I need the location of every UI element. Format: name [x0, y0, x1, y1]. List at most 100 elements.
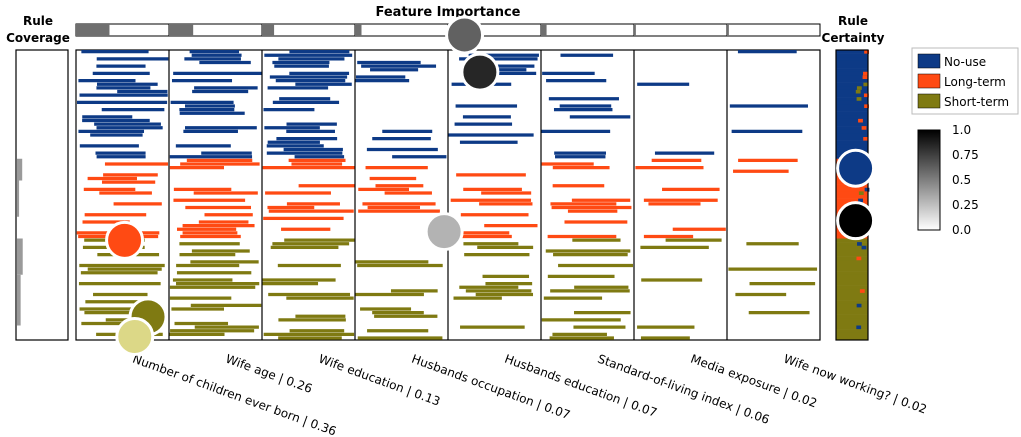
rule-segment [176, 263, 240, 268]
rule-segment [365, 166, 428, 170]
rule-segment [274, 64, 329, 68]
highlight-marker [460, 52, 500, 92]
rule-segment [275, 79, 346, 83]
rule-segment [360, 307, 412, 311]
rule-segment [462, 115, 511, 119]
rule-segment [262, 278, 336, 282]
rule-segment [559, 104, 612, 108]
certainty-cell [836, 329, 868, 334]
rule-segment [277, 263, 341, 268]
rule-segment [453, 296, 502, 300]
rule-segment [555, 155, 606, 159]
rule-segment [541, 318, 621, 322]
rule-segment [640, 336, 690, 340]
rule-segment [284, 238, 355, 242]
rule-segment [571, 198, 631, 202]
rule-segment [81, 321, 153, 326]
certainty-cell [836, 144, 868, 149]
rule-segment [84, 311, 160, 315]
rule-segment [573, 325, 626, 329]
certainty-cell [836, 325, 868, 330]
colorbar-gradient [917, 129, 941, 231]
certainty-cell [863, 71, 868, 76]
rule-segment [550, 202, 617, 206]
rule-segment [101, 180, 156, 184]
certainty-cell [836, 303, 868, 308]
rule-segment [177, 227, 237, 231]
rule-segment [372, 137, 431, 141]
rule-segment [465, 289, 532, 293]
certainty-cell [856, 256, 862, 261]
rule-segment [569, 115, 631, 119]
coverage-bar [17, 158, 23, 181]
rule-segment [454, 122, 513, 126]
feature-label: Husbands education | 0.07 [503, 352, 659, 420]
certainty-cell [836, 104, 868, 109]
rule-segment [79, 93, 168, 97]
rule-segment [77, 100, 168, 105]
certainty-cell [859, 289, 865, 294]
rule-segment [90, 133, 143, 137]
rule-segment [263, 332, 355, 337]
feature-labels: Number of children ever born | 0.36Wife … [131, 352, 929, 437]
rule-segment [367, 205, 421, 210]
rule-segment [635, 166, 704, 170]
rule-segment [272, 100, 340, 105]
rule-segment [104, 162, 168, 166]
rule-segment [286, 296, 354, 300]
certainty-cell [858, 198, 863, 203]
legend-label: Short-term [944, 95, 1009, 109]
rule-segment [171, 307, 224, 311]
rule-segment [78, 129, 145, 134]
rule-segment [94, 122, 161, 126]
rule-segment [182, 231, 238, 235]
rule-segment [541, 129, 611, 134]
rule-segment [176, 271, 252, 275]
rule-segment [83, 187, 136, 192]
rule-segment [186, 158, 253, 163]
rule-segment [84, 213, 147, 217]
rule-segment [96, 57, 169, 61]
certainty-cell [856, 97, 862, 102]
highlight-marker [105, 220, 145, 260]
rule-segment [183, 129, 238, 134]
certainty-cell [836, 187, 868, 192]
rule-segment [278, 336, 342, 340]
rule-segment [448, 133, 534, 137]
certainty-cell [836, 307, 868, 312]
importance-bar [76, 24, 110, 36]
rule-segment [574, 285, 629, 289]
rule-segment [355, 292, 424, 297]
rule-segment [78, 79, 136, 83]
rule-segment [172, 278, 233, 282]
certainty-cell [836, 86, 868, 91]
rule-segment [269, 75, 348, 79]
importance-bar [262, 24, 275, 36]
feature-label: Standard-of-living index | 0.06 [596, 352, 772, 427]
rule-segment [553, 108, 613, 112]
rule-segment [484, 71, 537, 76]
rule-segment [361, 64, 437, 68]
rule-segment [291, 162, 343, 166]
rule-segment [286, 129, 335, 134]
rule-segment [567, 209, 618, 213]
certainty-cell [864, 50, 869, 54]
certainty-cell [836, 133, 868, 138]
certainty-cell [836, 100, 868, 105]
rule-segment [358, 187, 410, 192]
rule-segment [264, 126, 320, 130]
certainty-cell [836, 126, 868, 131]
rule-segment [80, 271, 158, 275]
rule-segment [96, 82, 158, 86]
legend-label: No-use [944, 55, 986, 69]
rule-segment [738, 158, 798, 163]
rule-segment [541, 162, 594, 166]
coverage-frame [15, 49, 69, 341]
certainty-cell [858, 118, 863, 123]
rule-segment [475, 292, 534, 297]
rule-segment [191, 53, 242, 57]
certainty-cell [836, 318, 868, 323]
rule-segment [171, 79, 233, 83]
rule-segment [728, 267, 818, 271]
rule-segment [553, 253, 628, 257]
